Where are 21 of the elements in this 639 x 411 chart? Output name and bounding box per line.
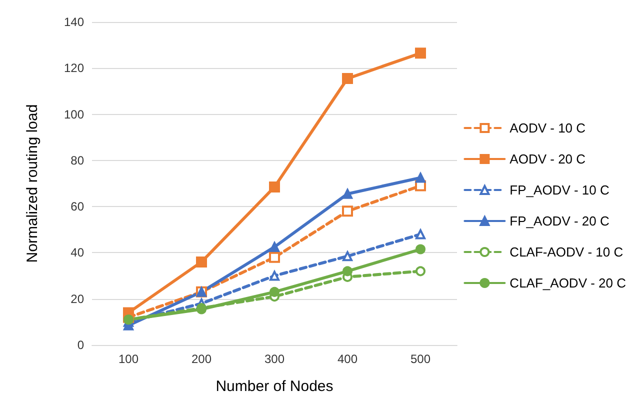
y-tick-label: 120 (64, 61, 84, 76)
y-axis-title: Normalized routing load (24, 104, 41, 263)
y-tick-label: 20 (70, 292, 84, 306)
legend-label: FP_AODV - 10 C (510, 182, 610, 198)
x-axis-title: Number of Nodes (216, 378, 334, 395)
x-tick-label: 400 (337, 352, 358, 366)
legend-label: AODV - 10 C (510, 120, 586, 136)
y-tick-label: 40 (70, 246, 84, 260)
x-tick-label: 200 (191, 352, 212, 366)
x-tick-label: 500 (410, 352, 431, 366)
legend-label: FP_AODV - 20 C (510, 214, 610, 228)
y-tick-label: 100 (64, 107, 84, 122)
y-tick-label: 80 (70, 153, 84, 168)
y-tick-label: 60 (70, 200, 84, 214)
legend-label: CLAF-AODV - 10 C (510, 244, 624, 260)
legend-label: AODV - 20 C (510, 152, 586, 166)
y-tick-label: 140 (64, 15, 84, 29)
x-tick-label: 300 (264, 352, 285, 366)
x-tick-label: 100 (118, 352, 139, 366)
y-tick-label: 0 (77, 338, 84, 352)
legend-label: CLAF_AODV - 20 C (510, 276, 626, 290)
